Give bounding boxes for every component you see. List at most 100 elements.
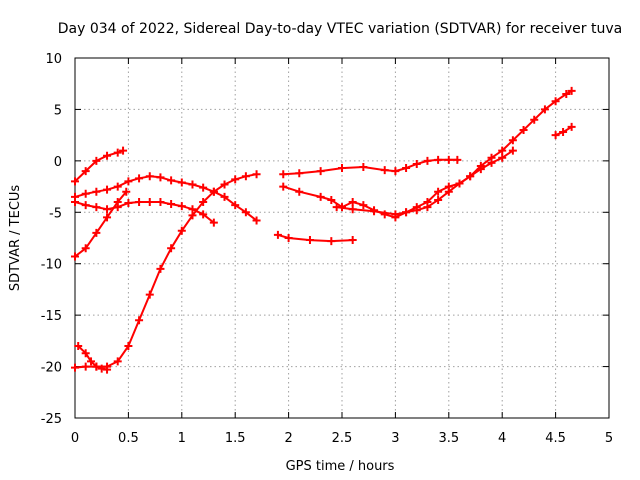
data-point (455, 179, 464, 188)
data-point (81, 362, 90, 371)
x-tick-label: 2 (284, 431, 292, 446)
data-point (567, 122, 576, 131)
data-point (74, 342, 83, 350)
data-point (220, 192, 229, 201)
data-point (231, 201, 240, 210)
data-point (92, 156, 101, 165)
x-tick-label: 5 (605, 431, 613, 446)
data-point (145, 198, 154, 206)
x-tick-label: 0 (71, 431, 79, 446)
data-point (252, 216, 261, 225)
data-point (103, 213, 112, 222)
data-point (113, 148, 122, 157)
data-point (135, 316, 144, 325)
data-point (338, 164, 346, 173)
data-point (444, 187, 453, 196)
y-tick-label: -20 (41, 361, 62, 376)
data-point (567, 86, 576, 95)
x-tick-label: 2.5 (332, 431, 353, 446)
data-point (113, 198, 122, 206)
data-point (380, 166, 389, 175)
y-axis-label: SDTVAR / TECUs (8, 185, 23, 292)
data-point (295, 187, 304, 196)
data-point (434, 155, 443, 164)
y-tick-label: -5 (49, 206, 62, 221)
data-point (453, 155, 462, 164)
data-point (124, 342, 133, 350)
data-point (71, 198, 79, 206)
data-point (434, 187, 443, 196)
data-point (119, 146, 128, 155)
data-point (508, 146, 517, 155)
data-point (530, 115, 539, 124)
data-point (167, 244, 176, 253)
data-point (92, 203, 101, 212)
data-point (305, 236, 314, 245)
data-point (156, 198, 165, 206)
data-point (519, 126, 528, 134)
data-point (402, 208, 411, 217)
x-axis-label: GPS time / hours (286, 459, 395, 474)
axis-ticks: 0 0.5 1 1.5 2 2.5 3 3.5 4 4.5 5 -25 -20 -15 -10 -5 0 5 10 (41, 52, 613, 446)
data-point (402, 164, 411, 173)
data-point (145, 290, 154, 299)
data-point (498, 146, 507, 155)
data-point (391, 167, 400, 176)
data-point (199, 210, 208, 219)
data-point (135, 198, 144, 206)
data-point (124, 177, 133, 186)
x-tick-label: 3.5 (438, 431, 459, 446)
data-point (71, 363, 79, 372)
data-point (71, 252, 79, 261)
data-point (81, 167, 90, 176)
data-point (241, 172, 250, 181)
data-point (81, 189, 90, 198)
data-point (188, 211, 197, 220)
data-point (562, 90, 571, 98)
data-point (167, 176, 176, 185)
data-point (380, 210, 389, 219)
data-point (156, 173, 165, 182)
data-point (359, 201, 368, 210)
data-point (103, 185, 112, 194)
data-point (412, 206, 421, 215)
data-series (71, 86, 576, 374)
series-line (282, 149, 514, 219)
x-tick-label: 4.5 (545, 431, 566, 446)
data-point (327, 237, 336, 246)
grid (75, 58, 609, 418)
data-point (135, 174, 144, 183)
data-point (487, 153, 496, 162)
y-tick-label: 0 (54, 155, 62, 170)
data-point (273, 230, 282, 239)
data-point (348, 198, 357, 206)
data-point (279, 170, 288, 179)
data-point (391, 210, 400, 219)
data-point (559, 128, 568, 137)
data-point (103, 362, 112, 371)
data-point (145, 172, 154, 181)
data-point (124, 199, 133, 208)
data-point (71, 177, 79, 186)
data-point (252, 170, 261, 179)
x-tick-label: 1.5 (225, 431, 246, 446)
data-point (327, 195, 336, 204)
data-point (444, 155, 453, 164)
data-point (348, 236, 357, 245)
x-tick-label: 3 (391, 431, 399, 446)
data-point (551, 97, 560, 106)
series-line (74, 149, 125, 183)
data-point (81, 349, 90, 358)
y-tick-label: -25 (41, 412, 62, 427)
data-point (359, 163, 368, 172)
data-point (103, 205, 112, 214)
data-point (231, 175, 240, 184)
data-point (209, 187, 218, 196)
data-point (103, 151, 112, 160)
y-tick-label: 5 (54, 103, 62, 118)
data-point (177, 202, 186, 211)
data-point (113, 357, 122, 366)
series-line (282, 158, 459, 176)
data-point (508, 136, 517, 145)
